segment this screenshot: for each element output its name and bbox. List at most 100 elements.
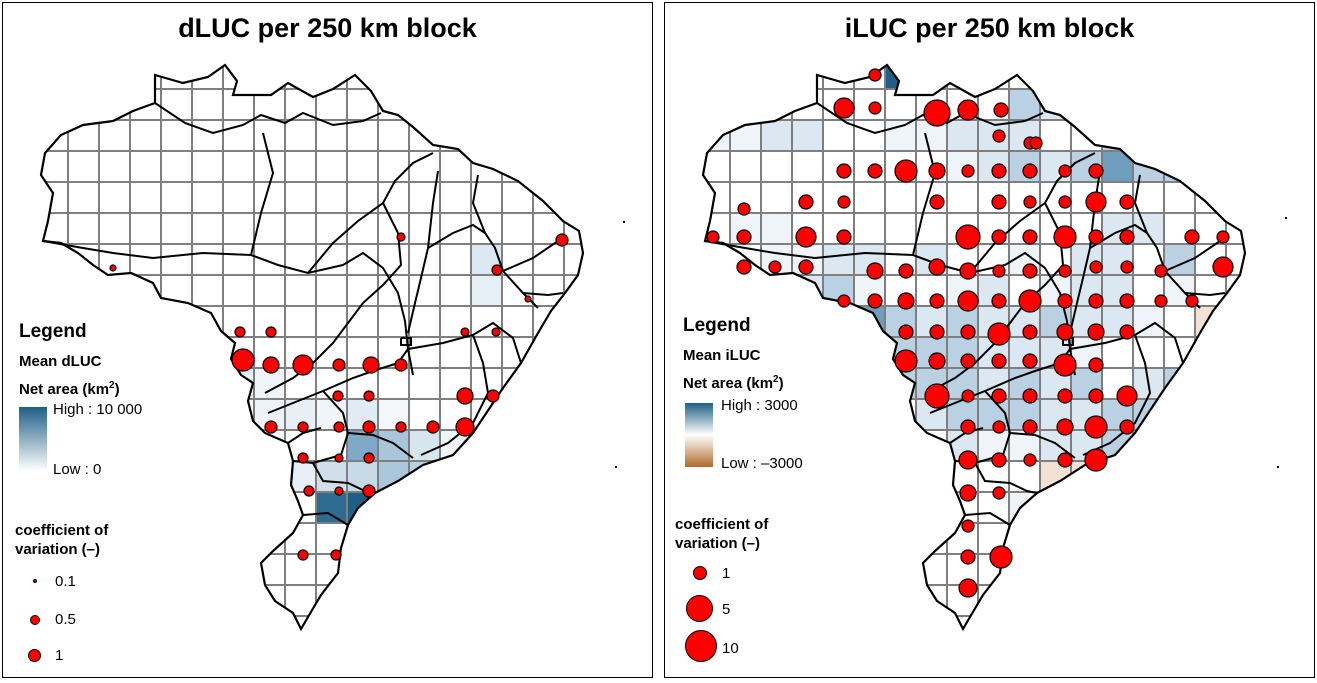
cv-dot — [1085, 191, 1107, 213]
dluc-ramp-low-label: Low : 0 — [53, 461, 102, 478]
cv-dot — [303, 485, 315, 497]
cv-dot — [1058, 164, 1072, 178]
cv-label-large: 10 — [722, 640, 739, 657]
state-boundary — [502, 240, 559, 272]
cv-dot — [928, 162, 946, 180]
grid-cell — [1164, 120, 1195, 151]
grid-cell — [703, 275, 730, 306]
state-boundary — [471, 174, 486, 234]
cv-dot — [297, 421, 309, 433]
grid-cell — [1164, 461, 1195, 492]
cv-dot — [109, 264, 117, 272]
iluc-legend: Legend Mean iLUC Net area (km2) — [683, 315, 784, 392]
dluc-map-panel: dLUC per 250 km block Legend Mean dLUC N… — [2, 2, 653, 678]
grid-cell — [1164, 430, 1195, 461]
cv-dot — [1022, 419, 1038, 435]
grid-cell — [1164, 399, 1195, 430]
cv-dot — [1216, 230, 1230, 244]
grid-cell — [1040, 89, 1071, 120]
cv-dot — [992, 129, 1006, 143]
iluc-map — [701, 63, 1247, 632]
grid-cell — [378, 492, 409, 523]
cv-dot — [960, 419, 976, 435]
cv-dot — [1022, 263, 1038, 279]
grid-cell — [1133, 492, 1164, 523]
cv-dot — [989, 545, 1013, 569]
grid-cell — [1195, 461, 1226, 492]
state-boundary — [1069, 247, 1091, 334]
iluc-ramp-low-label: Low : –3000 — [721, 455, 803, 472]
cv-dot — [1088, 163, 1104, 179]
dluc-color-ramp — [19, 407, 47, 471]
cv-dot — [868, 68, 882, 82]
grid-cell — [1164, 89, 1195, 120]
grid-cell — [885, 120, 916, 151]
state-boundary — [42, 240, 344, 275]
state-boundary — [292, 390, 350, 465]
cv-dot — [993, 102, 1009, 118]
cv-label-large: 1 — [55, 647, 64, 664]
grid-cell — [1133, 120, 1164, 151]
iluc-map-panel: iLUC per 250 km block Legend Mean iLUC N… — [664, 2, 1315, 678]
grid-cell — [1071, 523, 1102, 554]
cv-dot — [1088, 293, 1104, 309]
grid-cell — [409, 492, 440, 523]
cv-dot — [929, 324, 945, 340]
cv-dot — [961, 519, 975, 533]
cv-dot — [1053, 353, 1077, 377]
cv-dot — [991, 353, 1007, 369]
cv-dot — [1084, 415, 1108, 439]
cv-dot — [334, 486, 344, 496]
cv-dot — [898, 263, 914, 279]
cv-dot — [334, 453, 344, 463]
cv-dot — [1022, 163, 1038, 179]
cv-dot — [234, 326, 246, 338]
cv-dot — [1022, 353, 1038, 369]
state-boundary — [1164, 240, 1221, 272]
cv-dot — [960, 549, 976, 565]
grid-cell — [1040, 554, 1071, 585]
state-boundary — [302, 511, 349, 526]
cv-dot — [991, 163, 1007, 179]
cv-dot — [1088, 357, 1104, 373]
cv-dot — [1089, 260, 1103, 274]
state-boundary — [427, 223, 539, 309]
cv-dot — [929, 194, 945, 210]
cv-dot — [292, 354, 314, 376]
legend-unit: Net area (km2) — [19, 380, 120, 398]
cv-dot — [959, 484, 977, 502]
iluc-ramp-high-label: High : 3000 — [721, 397, 798, 414]
cv-dot — [362, 484, 376, 498]
cv-dot — [1023, 195, 1037, 209]
cv-dot — [991, 388, 1007, 404]
state-boundary — [926, 202, 1065, 394]
cv-dot — [897, 292, 915, 310]
cv-dot — [297, 549, 309, 561]
cv-dot — [798, 194, 814, 210]
cv-dot — [991, 293, 1007, 309]
cv-dot — [264, 420, 278, 434]
stray-mark — [623, 221, 625, 223]
state-boundary — [407, 247, 429, 334]
cv-dot — [1056, 418, 1074, 436]
cv-dot — [1087, 323, 1105, 341]
cv-dot — [961, 389, 975, 403]
dluc-cv-title: coefficient of variation (–) — [15, 522, 109, 558]
state-boundary — [964, 511, 1011, 526]
cv-dot — [929, 293, 945, 309]
cv-dot — [1088, 229, 1104, 245]
cv-dot — [1185, 294, 1199, 308]
state-boundary — [154, 102, 382, 135]
cv-dot — [332, 390, 344, 402]
dluc-ramp-high-label: High : 10 000 — [53, 401, 143, 418]
grid-cell — [1102, 492, 1133, 523]
cv-dot — [1022, 388, 1038, 404]
state-boundary — [1009, 432, 1076, 459]
grid-cell — [792, 120, 823, 151]
cv-dot — [362, 356, 380, 374]
state-boundary — [1089, 223, 1201, 309]
grid-cell — [1133, 430, 1164, 461]
cv-dot — [1053, 225, 1077, 249]
grid-cell — [1195, 430, 1226, 461]
cv-dot — [991, 194, 1007, 210]
